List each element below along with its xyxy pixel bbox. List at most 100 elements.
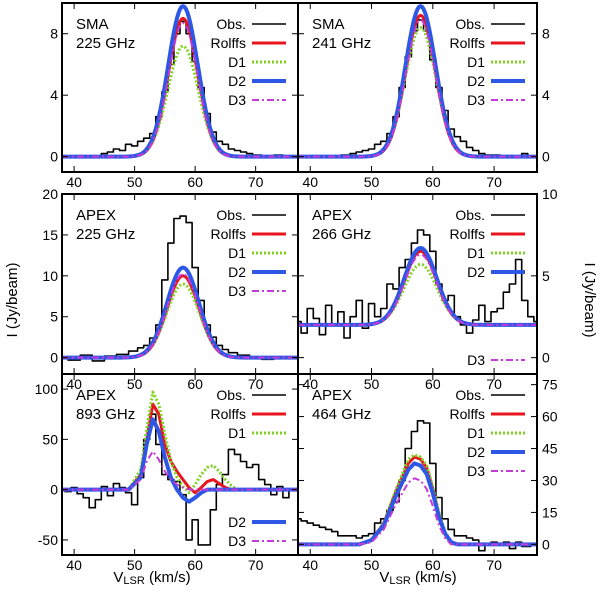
- series-d3-line: [298, 18, 537, 158]
- x-axis-label-main: V: [113, 569, 123, 586]
- legend-label-obs: Obs.: [216, 207, 246, 223]
- x-tick-label: 40: [302, 376, 318, 392]
- panel-title-frequency: 225 GHz: [76, 226, 135, 243]
- series-d3-line: [298, 253, 537, 326]
- legend-label-d3: D3: [228, 283, 246, 299]
- x-axis-label-left: VLSR (km/s): [113, 569, 190, 587]
- legend-label-obs: Obs.: [455, 387, 485, 403]
- x-tick-label: 70: [248, 174, 264, 190]
- x-tick-label: 60: [187, 174, 203, 190]
- legend-label-d2: D2: [228, 264, 246, 280]
- panel-bottom-left: 40 50 60 70 -50 0 50 100 APEX 893 GHz Obs. Rolffs D1…: [35, 373, 299, 573]
- y-tick-label: 0: [542, 149, 550, 165]
- legend-label-rolffs: Rolffs: [449, 35, 485, 51]
- legend-label-obs: Obs.: [455, 16, 485, 32]
- x-tick-label: 50: [127, 557, 143, 573]
- legend-label-d3: D3: [467, 463, 485, 479]
- series-obs-line: [62, 215, 298, 362]
- series-d3-line: [62, 22, 298, 158]
- x-tick-label: 40: [66, 376, 82, 392]
- legend-label-d3: D3: [467, 352, 485, 368]
- legend-label-d1: D1: [467, 245, 485, 261]
- y-tick-label: 20: [42, 186, 58, 202]
- panel-title-frequency: 266 GHz: [312, 226, 371, 243]
- panel-title-telescope: SMA: [312, 16, 345, 33]
- x-axis-label-unit: (km/s): [411, 569, 457, 586]
- x-tick-label: 70: [248, 376, 264, 392]
- series-d2-line: [62, 417, 298, 504]
- series-obs-line: [298, 420, 537, 552]
- legend-label-d1: D1: [228, 245, 246, 261]
- y-tick-label: 50: [42, 431, 58, 447]
- y-tick-label: 75: [542, 377, 558, 393]
- y-tick-label: 10: [42, 268, 58, 284]
- panel-title-telescope: SMA: [76, 16, 109, 33]
- series-d3-line: [62, 450, 298, 491]
- x-axis-label-sub: LSR: [389, 575, 410, 587]
- x-tick-label: 40: [302, 174, 318, 190]
- y-tick-label: 5: [50, 309, 58, 325]
- series-d1-line: [62, 282, 298, 360]
- legend-label-d2: D2: [228, 514, 246, 530]
- x-tick-label: 40: [66, 557, 82, 573]
- plot-area: [298, 4, 537, 159]
- panel-title-telescope: APEX: [312, 387, 352, 404]
- plot-area: [62, 4, 298, 159]
- plot-area: [62, 390, 298, 546]
- y-tick-label: 0: [542, 536, 550, 552]
- panel-frame: [297, 373, 538, 556]
- panel-title-frequency: 225 GHz: [76, 35, 135, 52]
- series-d3-line: [62, 273, 298, 359]
- x-tick-label: 40: [302, 557, 318, 573]
- legend-label-d2: D2: [467, 73, 485, 89]
- legend-label-d1: D1: [228, 425, 246, 441]
- legend-label-d2: D2: [228, 73, 246, 89]
- x-tick-label: 50: [127, 174, 143, 190]
- y-tick-label: 0: [50, 350, 58, 366]
- panel-top-right: 40 50 60 70 0 4 8 SMA 241 GHz Obs. Rolffs D1 D2 D3: [297, 2, 550, 190]
- series-d2-line: [298, 461, 537, 547]
- legend-label-d3: D3: [228, 92, 246, 108]
- y-tick-label: 0: [542, 350, 550, 366]
- panel-bottom-right: 40 50 60 70 0 15 30 45 60 75 APEX 464 GHz Obs. Rolffs…: [297, 373, 558, 573]
- panel-title-telescope: APEX: [76, 207, 116, 224]
- legend-label-d2: D2: [467, 444, 485, 460]
- y-tick-label: 8: [50, 26, 58, 42]
- panel-middle-left: 40 50 60 70 0 5 10 15 20 APEX 225 GHz Obs. Rolffs D1 D…: [42, 186, 299, 392]
- series-d1-line: [298, 26, 537, 159]
- legend-label-d2: D2: [467, 264, 485, 280]
- legend-label-obs: Obs.: [216, 16, 246, 32]
- x-tick-label: 50: [127, 376, 143, 392]
- panel-title-frequency: 893 GHz: [76, 406, 135, 423]
- y-tick-label: 0: [50, 149, 58, 165]
- x-tick-label: 70: [486, 174, 502, 190]
- x-tick-label: 50: [364, 557, 380, 573]
- legend-label-d1: D1: [228, 54, 246, 70]
- legend-label-rolffs: Rolffs: [210, 406, 246, 422]
- plot-area: [62, 215, 298, 362]
- series-d1-line: [62, 390, 298, 495]
- x-tick-label: 70: [486, 557, 502, 573]
- y-tick-label: 30: [542, 472, 558, 488]
- y-tick-label: 5: [542, 268, 550, 284]
- series-d3-line: [298, 477, 537, 546]
- panel-title-telescope: APEX: [312, 207, 352, 224]
- x-axis-label-unit: (km/s): [145, 569, 191, 586]
- y-axis-label-left: I (Jy/beam): [4, 262, 21, 337]
- panel-title-telescope: APEX: [76, 387, 116, 404]
- legend-label-d3: D3: [228, 533, 246, 549]
- x-tick-label: 50: [364, 376, 380, 392]
- legend-label-obs: Obs.: [455, 207, 485, 223]
- legend-label-d1: D1: [467, 54, 485, 70]
- legend-label-rolffs: Rolffs: [449, 406, 485, 422]
- y-tick-label: 15: [42, 227, 58, 243]
- y-tick-label: 4: [50, 87, 58, 103]
- x-axis-label-right: VLSR (km/s): [379, 569, 456, 587]
- x-axis-label-sub: LSR: [123, 575, 144, 587]
- x-tick-label: 40: [66, 174, 82, 190]
- legend-label-d3: D3: [467, 92, 485, 108]
- x-tick-label: 60: [425, 557, 441, 573]
- series-d2-line: [298, 4, 537, 159]
